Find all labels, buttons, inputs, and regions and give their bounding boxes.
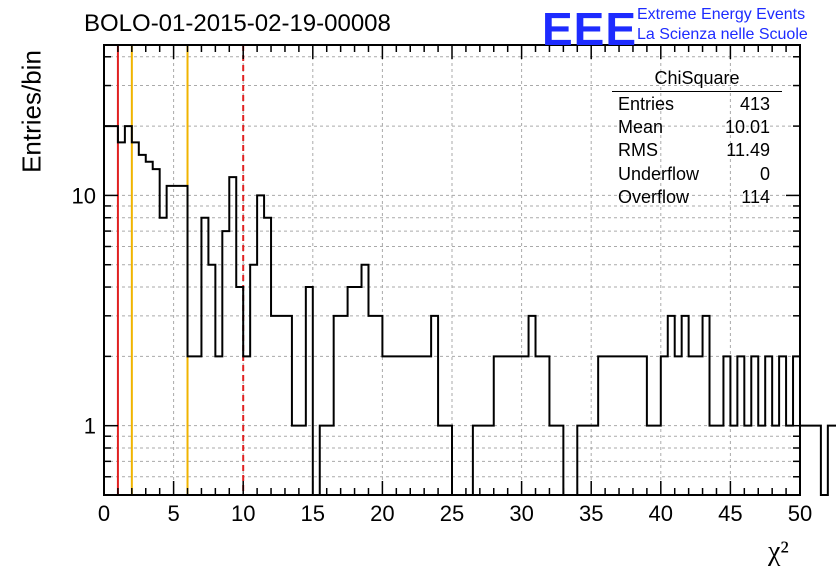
- x-tick-label: 30: [509, 501, 533, 526]
- x-tick-label: 25: [440, 501, 464, 526]
- stats-label: Mean: [618, 117, 664, 138]
- y-tick-label: 1: [84, 414, 96, 439]
- x-tick-label: 35: [579, 501, 603, 526]
- stats-value: 0: [759, 163, 770, 184]
- chart-title: BOLO-01-2015-02-19-00008: [84, 10, 391, 37]
- x-axis-ticks: 0 5 10 15 20 25 30 35 40 45 50: [98, 45, 812, 526]
- stats-row: Overflow 114: [612, 186, 782, 209]
- x-tick-label: 20: [370, 501, 394, 526]
- x-tick-label: 45: [718, 501, 742, 526]
- stats-box: ChiSquare Entries 413 Mean 10.01 RMS 11.…: [612, 68, 782, 209]
- stats-row: Underflow 0: [612, 163, 782, 186]
- x-tick-label: 40: [649, 501, 673, 526]
- stats-row: Mean 10.01: [612, 116, 782, 139]
- y-axis-ticks: 1 10: [72, 56, 800, 478]
- y-axis-label: Entries/bin: [16, 50, 47, 173]
- x-tick-label: 5: [167, 501, 179, 526]
- y-tick-label: 10: [72, 183, 96, 208]
- stats-label: Overflow: [618, 186, 690, 207]
- logo-line-1: Extreme Energy Events: [637, 6, 806, 23]
- stats-row: Entries 413: [612, 93, 782, 116]
- stats-label: RMS: [618, 140, 658, 161]
- stats-label: Entries: [618, 94, 675, 114]
- stats-box-title: ChiSquare: [612, 68, 782, 92]
- eee-logo-mark: EEE: [542, 3, 638, 55]
- logo-line-2: La Scienza nelle Scuole: [637, 26, 808, 43]
- eee-logo: EEE Extreme Energy Events La Scienza nel…: [540, 2, 836, 55]
- stats-value: 413: [739, 94, 770, 114]
- x-axis-label: χ²: [768, 536, 789, 567]
- stats-value: 11.49: [726, 140, 770, 161]
- x-tick-label: 50: [788, 501, 812, 526]
- stats-value: 114: [741, 186, 770, 207]
- stats-row: RMS 11.49: [612, 139, 782, 162]
- x-tick-label: 15: [301, 501, 325, 526]
- stats-value: 10.01: [724, 117, 770, 138]
- x-tick-label: 0: [98, 501, 110, 526]
- histogram-outline: [104, 125, 836, 496]
- stats-label: Underflow: [618, 163, 700, 184]
- x-tick-label: 10: [231, 501, 255, 526]
- reference-lines: [116, 45, 245, 495]
